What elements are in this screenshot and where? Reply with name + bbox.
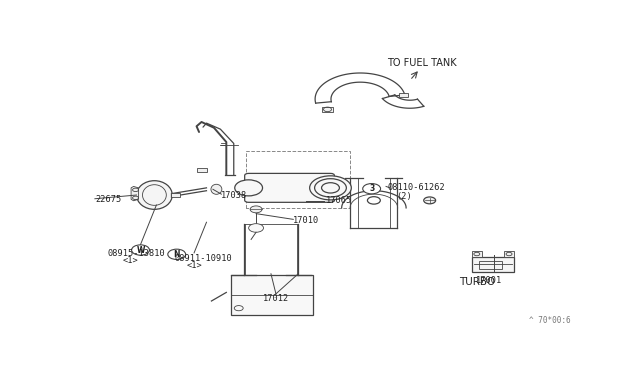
Bar: [171, 193, 180, 197]
Text: TO FUEL TANK: TO FUEL TANK: [388, 58, 457, 68]
Circle shape: [168, 249, 186, 260]
Bar: [399, 93, 408, 97]
Bar: [472, 251, 482, 257]
Circle shape: [250, 206, 262, 213]
Polygon shape: [131, 186, 138, 201]
Bar: [479, 261, 502, 269]
Text: 08915-13810: 08915-13810: [108, 249, 165, 258]
Text: 17065: 17065: [326, 196, 352, 205]
Circle shape: [248, 224, 264, 232]
Text: 17012: 17012: [263, 294, 289, 303]
Circle shape: [424, 197, 436, 204]
Text: 22675: 22675: [95, 195, 121, 204]
Ellipse shape: [136, 181, 172, 209]
Text: 17001: 17001: [476, 276, 502, 285]
Text: 17038: 17038: [221, 190, 248, 199]
Bar: [472, 257, 514, 272]
Text: N: N: [173, 250, 180, 259]
Text: 3: 3: [369, 184, 374, 193]
Circle shape: [235, 180, 262, 196]
Text: 08110-61262: 08110-61262: [388, 183, 445, 192]
Text: 17010: 17010: [293, 216, 319, 225]
FancyBboxPatch shape: [244, 173, 335, 202]
Text: 08911-10910: 08911-10910: [174, 254, 232, 263]
Circle shape: [132, 245, 150, 255]
Text: <1>: <1>: [122, 256, 138, 265]
Text: W: W: [136, 246, 145, 254]
Bar: [322, 107, 333, 112]
Circle shape: [363, 183, 381, 194]
Text: ^ 70*00:6: ^ 70*00:6: [529, 316, 571, 326]
Bar: [231, 275, 313, 315]
Circle shape: [310, 176, 351, 200]
Bar: [504, 251, 514, 257]
Ellipse shape: [211, 184, 222, 194]
Text: (2): (2): [396, 192, 412, 201]
Bar: [196, 167, 207, 172]
Text: TURBO: TURBO: [459, 278, 495, 288]
Text: <1>: <1>: [187, 261, 202, 270]
